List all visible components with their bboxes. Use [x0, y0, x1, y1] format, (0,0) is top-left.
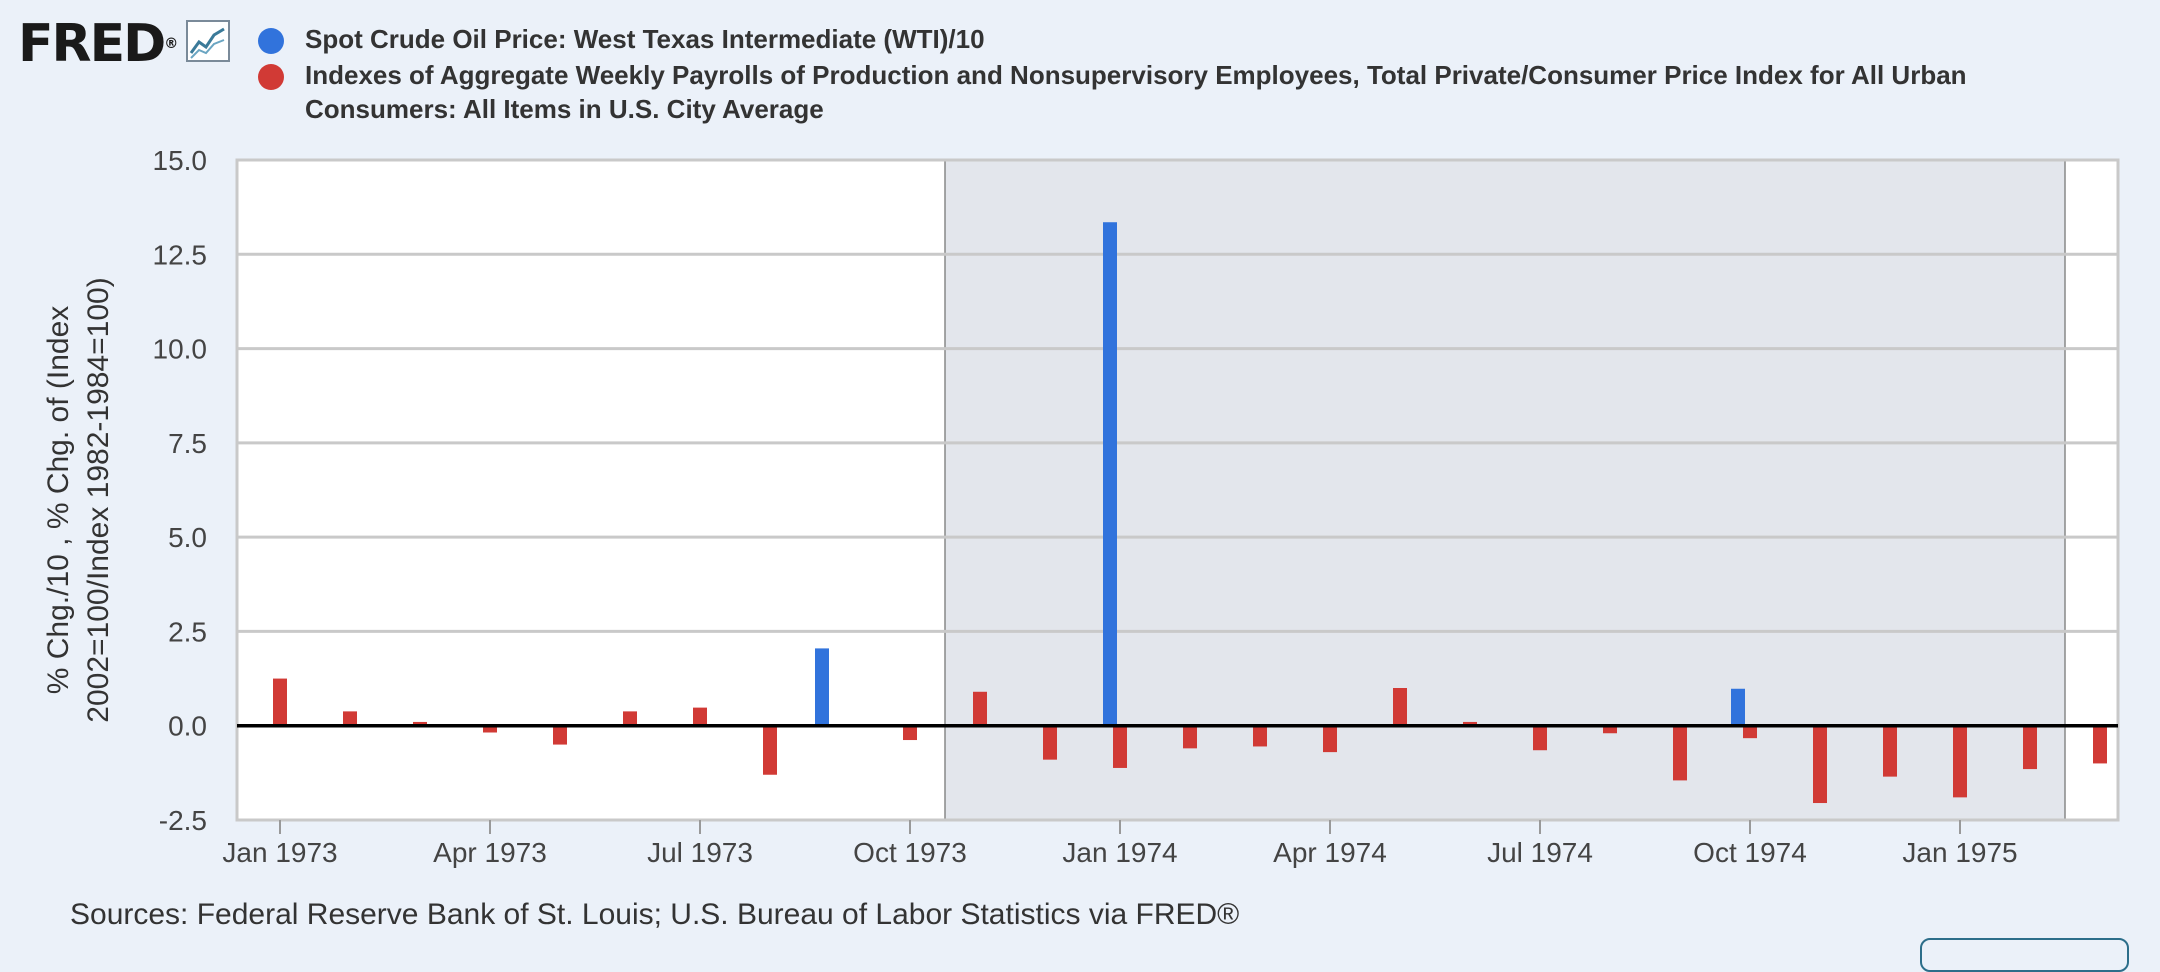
- bar-payrolls[interactable]: [413, 721, 427, 726]
- bar-payrolls[interactable]: [1183, 725, 1197, 749]
- x-tick-label: Jan 1974: [1062, 837, 1177, 868]
- bar-payrolls[interactable]: [1883, 725, 1897, 777]
- bar-payrolls[interactable]: [1953, 725, 1967, 798]
- x-tick-label: Apr 1973: [433, 837, 547, 868]
- bar-payrolls[interactable]: [1323, 725, 1337, 753]
- legend-marker-payrolls: [258, 64, 284, 90]
- x-tick-label: Oct 1973: [853, 837, 967, 868]
- x-tick-label: Jul 1973: [647, 837, 753, 868]
- legend-item-wti[interactable]: Spot Crude Oil Price: West Texas Interme…: [255, 22, 2055, 56]
- y-tick-label: 5.0: [168, 522, 207, 553]
- legend-item-payrolls[interactable]: Indexes of Aggregate Weekly Payrolls of …: [255, 58, 2055, 126]
- chart-header: FRED® Spot Crude Oil Price: West Texas I…: [0, 0, 2160, 140]
- bar-wti[interactable]: [1103, 222, 1117, 726]
- bar-payrolls[interactable]: [273, 678, 287, 726]
- x-tick-label: Jul 1974: [1487, 837, 1593, 868]
- bar-payrolls[interactable]: [1113, 725, 1127, 768]
- bar-wti[interactable]: [815, 648, 829, 726]
- bar-payrolls[interactable]: [1813, 725, 1827, 804]
- y-axis-label: % Chg./10 , % Chg. of (Index: [42, 306, 75, 695]
- recession-shading: [945, 160, 2065, 820]
- bar-payrolls[interactable]: [1743, 725, 1757, 739]
- bar-payrolls[interactable]: [763, 725, 777, 775]
- bar-payrolls[interactable]: [623, 711, 637, 726]
- bar-payrolls[interactable]: [1533, 725, 1547, 751]
- x-tick-label: Jan 1973: [222, 837, 337, 868]
- legend-marker-wti: [258, 28, 284, 54]
- bar-chart: 15.0 12.5 10.0 7.5 5.0 2.5 0.0 -2.5 Jan 1973 Apr …: [42, 145, 2120, 868]
- bar-payrolls[interactable]: [1673, 725, 1687, 781]
- y-tick-label: 2.5: [168, 616, 207, 647]
- y-axis-label: 2002=100/Index 1982-1984=100): [82, 277, 115, 722]
- y-tick-label: 12.5: [153, 239, 208, 270]
- y-tick-label: 0.0: [168, 711, 207, 742]
- bar-payrolls[interactable]: [693, 707, 707, 726]
- fred-logo[interactable]: FRED®: [18, 14, 178, 74]
- bar-payrolls[interactable]: [343, 711, 357, 726]
- plot-border: [235, 158, 2120, 822]
- bar-payrolls[interactable]: [903, 725, 917, 741]
- y-tick-label: 10.0: [153, 334, 208, 365]
- bar-payrolls[interactable]: [1463, 721, 1477, 726]
- bar-payrolls[interactable]: [2023, 725, 2037, 770]
- logo-registered-mark: ®: [164, 36, 179, 52]
- bar-payrolls[interactable]: [1603, 725, 1617, 734]
- logo-text: FRED: [18, 14, 166, 74]
- bar-payrolls[interactable]: [1393, 688, 1407, 726]
- y-tick-label: -2.5: [159, 805, 207, 836]
- bar-payrolls[interactable]: [973, 691, 987, 726]
- bar-payrolls[interactable]: [553, 725, 567, 745]
- bar-payrolls[interactable]: [1253, 725, 1267, 747]
- chart-legend: Spot Crude Oil Price: West Texas Interme…: [255, 22, 2055, 128]
- share-button[interactable]: [1920, 938, 2129, 972]
- x-tick-label: Jan 1975: [1902, 837, 2017, 868]
- y-tick-label: 15.0: [153, 145, 208, 176]
- legend-label-wti: Spot Crude Oil Price: West Texas Interme…: [305, 24, 985, 54]
- sources-footer: Sources: Federal Reserve Bank of St. Lou…: [70, 898, 1240, 931]
- x-tick-label: Oct 1974: [1693, 837, 1807, 868]
- bar-payrolls[interactable]: [2093, 725, 2107, 764]
- bar-payrolls[interactable]: [1043, 725, 1057, 760]
- line-chart-icon: [186, 20, 230, 62]
- x-tick-label: Apr 1974: [1273, 837, 1387, 868]
- y-tick-label: 7.5: [168, 428, 207, 459]
- legend-label-payrolls: Indexes of Aggregate Weekly Payrolls of …: [305, 60, 1967, 124]
- bar-wti[interactable]: [1731, 688, 1745, 726]
- bar-payrolls[interactable]: [483, 725, 497, 733]
